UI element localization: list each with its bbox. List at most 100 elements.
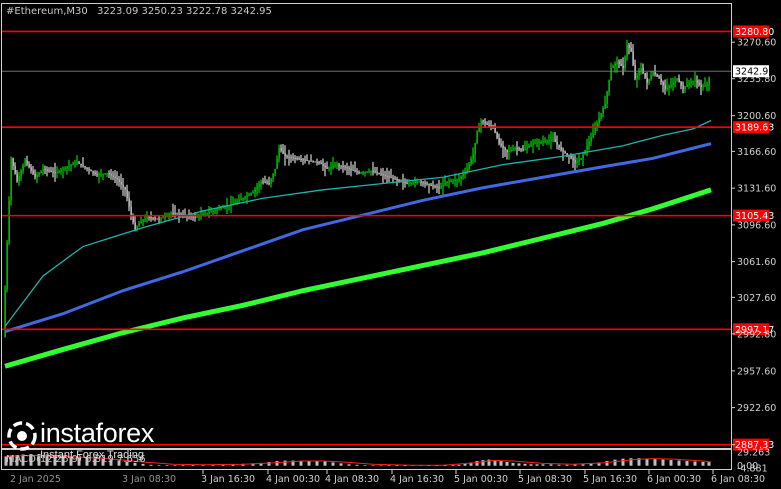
candle-body xyxy=(610,68,612,80)
candle-body xyxy=(322,164,324,166)
macd-histogram-bar xyxy=(9,455,13,466)
y-tick-label: 3200.60 xyxy=(737,111,776,122)
macd-histogram-bar xyxy=(493,460,497,466)
candle-body xyxy=(578,159,580,162)
macd-histogram-bar xyxy=(251,463,255,466)
candle-body xyxy=(118,179,120,182)
candle-body xyxy=(56,171,58,174)
candle-body xyxy=(58,170,60,172)
candle-body xyxy=(432,185,434,187)
candle-body xyxy=(482,120,484,122)
candle-body xyxy=(160,218,162,220)
macd-histogram-bar xyxy=(85,457,89,466)
candle-body xyxy=(528,146,530,148)
macd-histogram-bar xyxy=(517,463,521,466)
candle-body xyxy=(690,82,692,84)
candle-body xyxy=(312,161,314,163)
candle-body xyxy=(6,242,8,290)
candle-body xyxy=(106,173,108,175)
macd-histogram-bar xyxy=(69,456,73,466)
candle-body xyxy=(642,68,644,73)
candle-body xyxy=(212,210,214,212)
candle-body xyxy=(672,82,674,85)
candle-body xyxy=(168,213,170,216)
x-tick-label: 4 Jan 00:30 xyxy=(266,474,320,485)
candle-body xyxy=(74,163,76,165)
level-tag xyxy=(733,121,769,134)
macd-histogram-bar xyxy=(291,460,295,466)
candle-body xyxy=(294,157,296,159)
candle-body xyxy=(706,84,708,86)
macd-histogram-bar xyxy=(101,458,105,466)
candle-body xyxy=(268,182,270,184)
candle-body xyxy=(396,179,398,181)
candle-body xyxy=(256,186,258,190)
candle-body xyxy=(288,156,290,158)
candle-body xyxy=(44,168,46,170)
candle-body xyxy=(510,149,512,151)
candle-body xyxy=(450,180,452,182)
candle-body xyxy=(458,179,460,181)
macd-histogram-bar xyxy=(541,464,545,466)
candle-body xyxy=(664,85,666,90)
chart-title: #Ethereum,M30 3223.09 3250.23 3222.78 32… xyxy=(6,6,272,17)
macd-histogram-bar xyxy=(629,458,633,466)
candle-body xyxy=(144,218,146,221)
candle-body xyxy=(170,212,172,214)
macd-histogram-bar xyxy=(307,461,311,466)
macd-histogram-bar xyxy=(77,457,81,466)
macd-histogram-bar xyxy=(191,465,195,466)
candle-body xyxy=(646,77,648,83)
ma-fast-line xyxy=(4,119,712,327)
candle-body xyxy=(214,210,216,212)
macd-histogram-bar xyxy=(109,459,113,466)
logo-mark-icon xyxy=(7,421,37,451)
logo-brand: instaforex xyxy=(40,418,155,448)
candle-body xyxy=(62,168,64,170)
macd-histogram-bar xyxy=(511,462,515,466)
candle-body xyxy=(416,181,418,183)
candle-body xyxy=(36,175,38,178)
candle-body xyxy=(298,158,300,160)
candle-body xyxy=(598,118,600,124)
candle-body xyxy=(454,180,456,182)
macd-histogram-bar xyxy=(701,461,705,466)
candle-body xyxy=(254,189,256,192)
macd-histogram-bar xyxy=(645,458,649,466)
macd-histogram-bar xyxy=(677,460,681,466)
candle-body xyxy=(84,166,86,168)
candle-body xyxy=(120,181,122,185)
macd-histogram-bar xyxy=(45,454,49,466)
candle-body xyxy=(370,170,372,172)
candle-body xyxy=(324,165,326,168)
candle-body xyxy=(656,74,658,77)
candle-body xyxy=(418,181,420,183)
candle-body xyxy=(218,208,220,210)
candle-body xyxy=(556,142,558,145)
candle-body xyxy=(682,85,684,90)
candle-body xyxy=(282,150,284,154)
candle-body xyxy=(414,182,416,184)
candle-body xyxy=(208,212,210,214)
candle-body xyxy=(440,186,442,188)
candle-body xyxy=(116,178,118,180)
candle-body xyxy=(272,173,274,179)
candle-body xyxy=(210,211,212,213)
candle-body xyxy=(308,160,310,162)
macd-histogram-bar xyxy=(259,462,263,466)
candle-body xyxy=(54,172,56,174)
x-tick-label: 5 Jan 16:30 xyxy=(583,474,637,485)
candle-body xyxy=(622,65,624,69)
chart-symbol-title: #Ethereum,M30 xyxy=(6,6,88,17)
macd-histogram-bar xyxy=(557,464,561,466)
candle-body xyxy=(472,154,474,160)
current-price-label: 3242.95 xyxy=(735,67,774,78)
candle-body xyxy=(700,84,702,87)
candle-body xyxy=(596,123,598,129)
x-tick-label: 3 Jan 16:30 xyxy=(201,474,255,485)
candle-body xyxy=(644,72,646,78)
candle-body xyxy=(614,63,616,66)
candle-body xyxy=(544,141,546,143)
candle-body xyxy=(70,165,72,167)
candle-body xyxy=(564,151,566,154)
